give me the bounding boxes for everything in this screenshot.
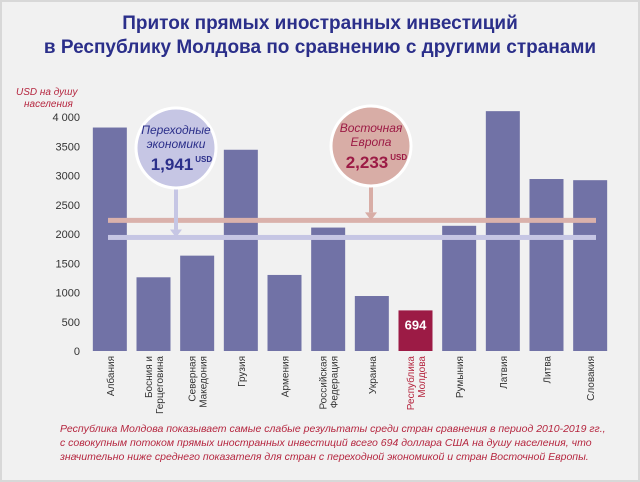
x-tick-label: Российская [319,356,330,410]
transition-bubble [134,106,218,190]
caption-line3: значительно ниже среднего показателя для… [60,451,589,463]
x-tick-label: Босния и [144,356,155,398]
x-tick-label: Македония [199,356,210,408]
y-axis-unit-line2: населения [24,99,73,110]
eastern-europe-bubble [329,104,413,188]
chart-caption: Республика Молдова показывает самые слаб… [60,422,620,464]
eastern-europe-bubble-unit: USD [390,153,407,162]
y-axis-unit-line1: USD на душу [16,87,78,98]
transition-economies-line [108,234,596,240]
bar-value-label: 694 [405,317,427,332]
eastern-europe-bubble-value: 2,233 [346,153,389,172]
x-tick-label: Северная [188,356,199,402]
bar [180,255,215,351]
y-tick-label: 4 000 [52,112,80,124]
bar [136,277,171,351]
x-tick-label: Федерация [330,356,341,408]
x-tick-label: Румыния [455,356,466,398]
x-tick-label: Украина [368,356,379,395]
x-tick-label: Латвия [499,356,510,389]
x-tick-label: Герцеговина [155,356,166,414]
transition-arrow-head [170,229,182,238]
caption-line1: Республика Молдова показывает самые слаб… [60,423,606,435]
bar [529,179,564,351]
y-tick-label: 1500 [56,258,80,270]
eastern-europe-line [108,217,596,223]
chart-title-line1: Приток прямых иностранных инвестиций [122,13,518,34]
bar [311,227,346,351]
bar [442,225,477,351]
transition-arrow-stem [174,186,178,230]
bar [573,180,608,351]
transition-bubble-value: 1,941 [151,155,194,174]
bar [223,149,258,351]
bar [267,274,302,351]
y-tick-label: 3500 [56,141,80,153]
transition-bubble-unit: USD [195,155,212,164]
eastern-europe-bubble-label: Европа [351,135,392,149]
y-tick-label: 2000 [56,229,80,241]
x-tick-label: Грузия [237,356,248,387]
bar [485,111,520,352]
x-tick-label: Литва [543,356,554,384]
y-tick-label: 3000 [56,171,80,183]
x-tick-label: Молдова [417,356,428,398]
transition-bubble-label: экономики [147,137,206,151]
y-tick-label: 500 [62,317,80,329]
y-tick-label: 0 [74,346,80,358]
x-tick-label: Словакия [586,356,597,401]
bar [354,296,389,351]
transition-bubble-label: Переходные [141,123,211,137]
caption-line2: с совокупным потоком прямых иностранных … [60,437,592,449]
eastern-europe-arrow-head [365,212,377,221]
x-tick-label: Республика [405,356,417,411]
bar-highlight [398,310,433,351]
eastern-europe-bubble-label: Восточная [340,121,403,135]
y-tick-label: 2500 [56,200,80,212]
y-tick-label: 1000 [56,288,80,300]
x-tick-label: Армения [281,356,292,397]
chart-title-line2: в Республику Молдова по сравнению с друг… [43,37,597,58]
eastern-europe-arrow-stem [369,184,373,213]
x-tick-label: Албания [105,356,117,396]
y-axis-unit-label: USD на душу населения [16,87,108,111]
